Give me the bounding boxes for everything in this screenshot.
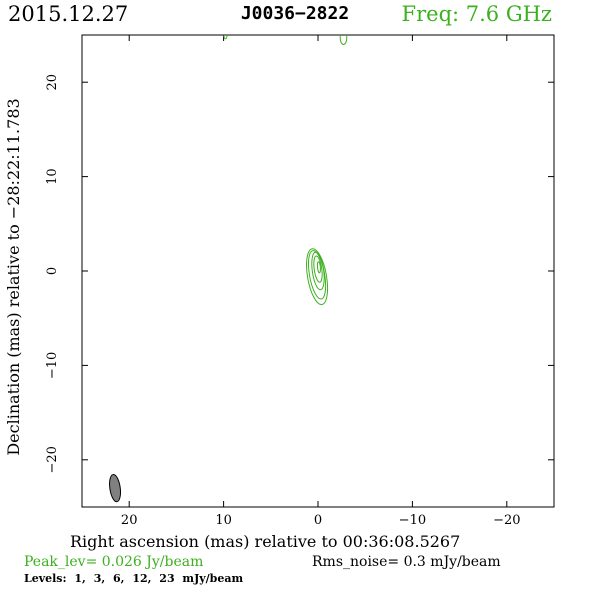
observation-date: 2015.12.27 xyxy=(8,2,129,26)
y-tick-label: 0 xyxy=(45,267,60,275)
contour-line xyxy=(311,251,325,291)
y-tick-label: −20 xyxy=(45,446,60,473)
frequency-label: Freq: 7.6 GHz xyxy=(401,2,552,26)
contours-group xyxy=(109,35,348,503)
contour-line xyxy=(306,248,329,306)
y-tick-label: 10 xyxy=(45,168,60,185)
contour-set xyxy=(109,35,348,503)
contour-line xyxy=(316,261,321,274)
beam-ellipse xyxy=(109,474,122,503)
y-axis-label: Declination (mas) relative to −28:22:11.… xyxy=(4,98,23,455)
contour-line xyxy=(307,250,327,300)
x-tick-label: 0 xyxy=(314,513,322,528)
y-tick-label: −10 xyxy=(45,352,60,379)
edge-contour xyxy=(339,35,348,45)
axis-ticks-group: 20 10 0 −10 −20 −20 −10 0 10 20 xyxy=(45,35,554,528)
x-tick-label: 10 xyxy=(215,513,232,528)
x-tick-label: −10 xyxy=(399,513,426,528)
x-axis-label: Right ascension (mas) relative to 00:36:… xyxy=(70,532,461,551)
contour-line xyxy=(313,255,323,283)
x-tick-label: 20 xyxy=(121,513,138,528)
rms-noise: Rms_noise= 0.3 mJy/beam xyxy=(312,554,501,570)
source-name: J0036−2822 xyxy=(240,3,350,24)
peak-level: Peak_lev= 0.026 Jy/beam xyxy=(24,554,204,570)
edge-contour xyxy=(223,35,228,40)
x-tick-label: −20 xyxy=(493,513,520,528)
contour-levels: Levels: 1, 3, 6, 12, 23 mJy/beam xyxy=(24,572,244,585)
y-tick-label: 20 xyxy=(45,74,60,91)
